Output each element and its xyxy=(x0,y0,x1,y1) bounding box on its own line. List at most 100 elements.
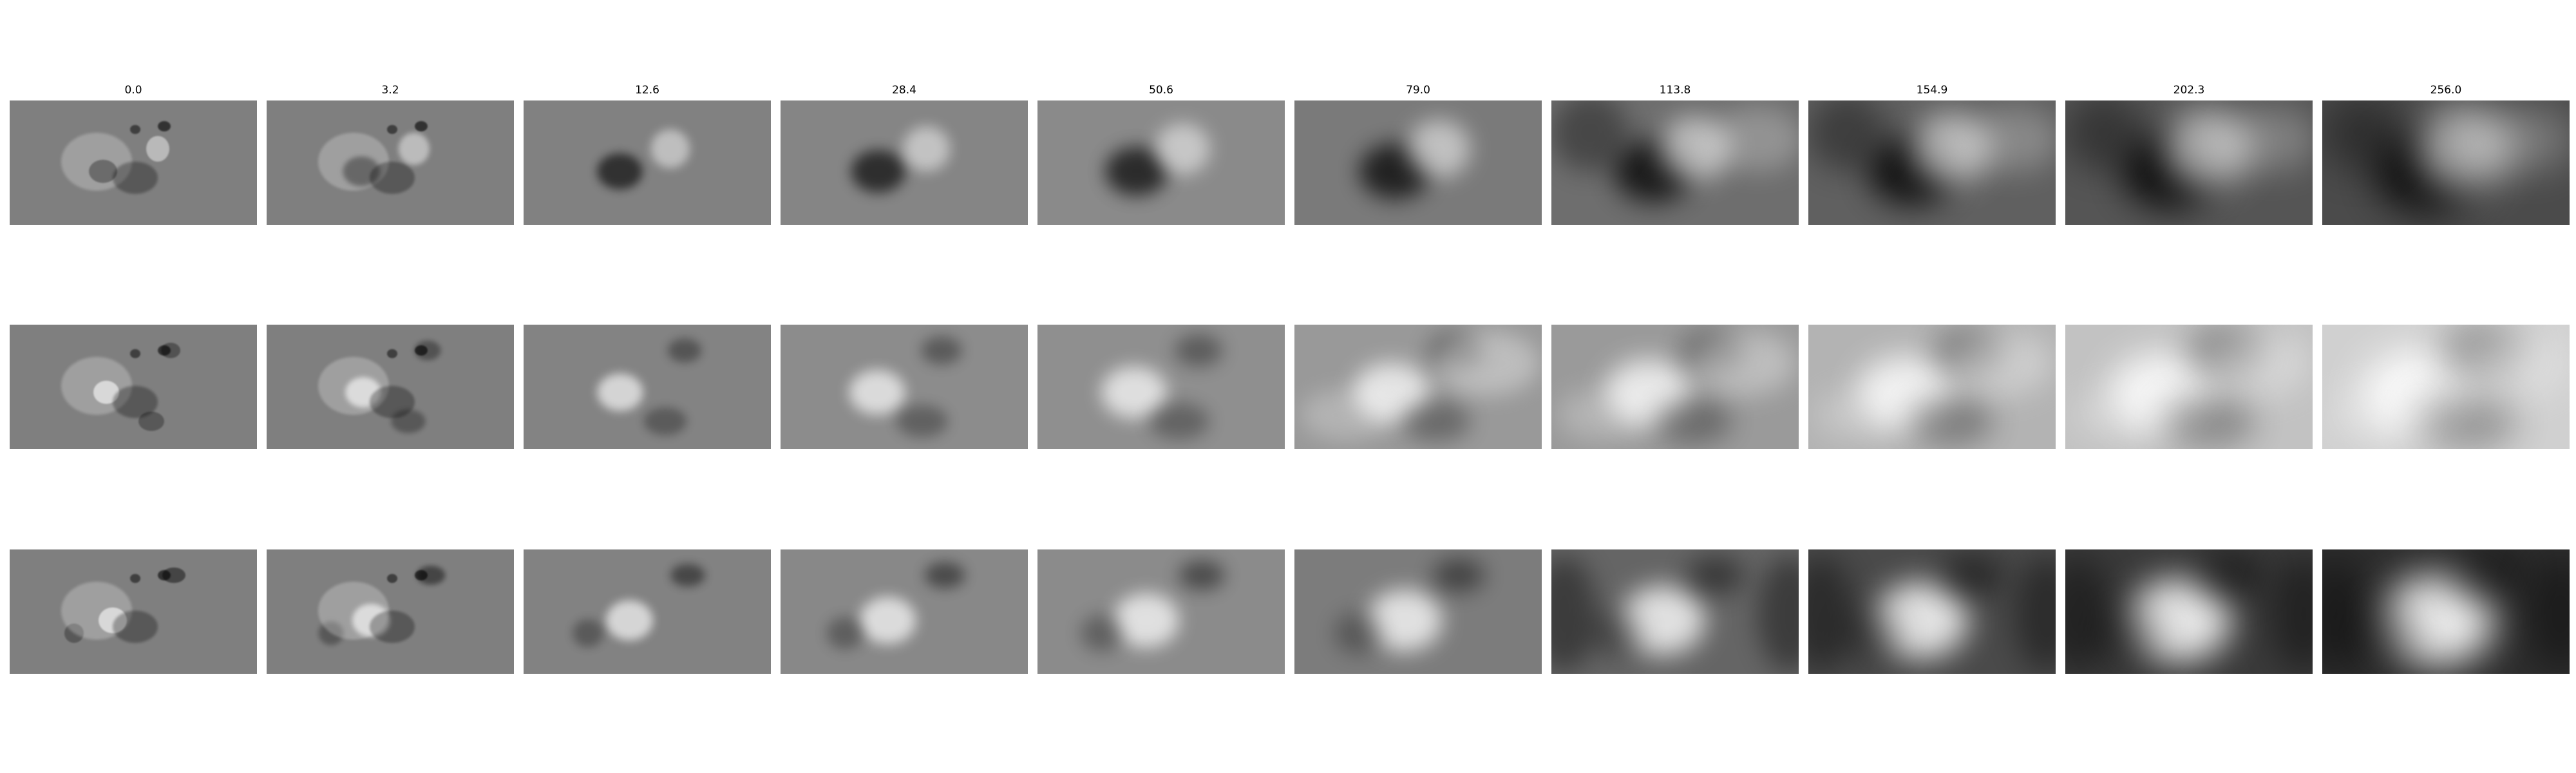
image-panel xyxy=(1037,549,1285,674)
image-panel xyxy=(1808,549,2056,674)
image-feature xyxy=(670,564,705,587)
image-feature xyxy=(130,574,140,583)
image-feature xyxy=(370,162,415,194)
image-feature xyxy=(2207,331,2310,396)
image-feature xyxy=(2329,389,2419,441)
grayscale-image xyxy=(1037,325,1285,449)
grayscale-image xyxy=(2065,100,2313,225)
image-panel xyxy=(1808,325,2056,449)
column-title: 202.3 xyxy=(2173,84,2205,97)
image-panel xyxy=(1808,100,2056,225)
image-feature xyxy=(597,373,643,412)
image-feature xyxy=(1687,557,1745,594)
image-feature xyxy=(2322,556,2367,672)
grayscale-image xyxy=(2065,325,2313,449)
image-feature xyxy=(1654,399,1732,444)
image-feature xyxy=(1950,331,2053,396)
image-feature xyxy=(2449,551,2524,599)
column-title: 50.6 xyxy=(1149,84,1173,97)
image-feature xyxy=(1693,331,1796,396)
image-background xyxy=(781,100,1028,225)
grayscale-image xyxy=(524,549,771,674)
image-panel xyxy=(10,549,257,674)
image-feature xyxy=(1660,117,1730,181)
image-panel xyxy=(2322,325,2570,449)
image-background xyxy=(524,325,771,449)
grayscale-image xyxy=(267,325,514,449)
image-feature xyxy=(1551,556,1596,672)
image-feature xyxy=(606,600,653,641)
image-feature xyxy=(113,611,158,643)
image-panel xyxy=(10,100,257,225)
image-background xyxy=(524,100,771,225)
column-title: 113.8 xyxy=(1659,84,1691,97)
image-feature xyxy=(2159,394,2255,448)
image-feature xyxy=(2271,556,2313,672)
image-panel xyxy=(781,100,1028,225)
image-panel xyxy=(1294,325,1542,449)
image-feature xyxy=(415,570,428,580)
image-feature xyxy=(1334,613,1383,654)
grayscale-image xyxy=(524,325,771,449)
image-feature xyxy=(415,345,428,356)
image-feature xyxy=(370,386,415,418)
image-feature xyxy=(130,349,140,358)
image-feature xyxy=(1432,558,1485,592)
image-feature xyxy=(158,121,171,131)
image-panel xyxy=(1551,100,1799,225)
image-feature xyxy=(573,619,603,647)
image-feature xyxy=(113,386,158,418)
image-feature xyxy=(1842,608,1903,658)
image-panel xyxy=(524,325,771,449)
image-feature xyxy=(826,617,864,649)
image-feature xyxy=(896,405,948,437)
image-feature xyxy=(650,129,690,168)
image-feature xyxy=(1808,100,1886,171)
image-feature xyxy=(1113,593,1179,648)
image-feature xyxy=(1149,403,1209,440)
grayscale-image xyxy=(1037,549,1285,674)
image-feature xyxy=(158,345,171,356)
grayscale-image xyxy=(781,549,1028,674)
grayscale-image xyxy=(1551,549,1799,674)
image-feature xyxy=(2097,606,2163,660)
image-feature xyxy=(415,121,428,131)
column-title: 3.2 xyxy=(381,84,399,97)
grayscale-image xyxy=(781,100,1028,225)
image-feature xyxy=(2351,604,2422,662)
image-panel xyxy=(2065,325,2313,449)
image-feature xyxy=(1407,120,1470,178)
image-feature xyxy=(1940,555,2005,596)
image-panel xyxy=(524,549,771,674)
image-feature xyxy=(398,133,430,165)
image-feature xyxy=(1436,331,1539,396)
image-panel xyxy=(2322,100,2570,225)
image-feature xyxy=(1081,615,1123,652)
image-feature xyxy=(1558,389,1648,441)
grayscale-image xyxy=(10,325,257,449)
image-feature xyxy=(849,370,905,415)
image-panel xyxy=(781,325,1028,449)
image-feature xyxy=(924,562,965,589)
image-feature xyxy=(2195,553,2264,598)
grayscale-image xyxy=(1037,100,1285,225)
grayscale-image xyxy=(1294,100,1542,225)
image-feature xyxy=(1907,396,1993,446)
grayscale-image xyxy=(2322,549,2570,674)
grayscale-image xyxy=(1808,325,2056,449)
image-feature xyxy=(667,338,702,363)
image-feature xyxy=(1301,389,1391,441)
image-feature xyxy=(2065,100,2143,171)
image-panel xyxy=(1037,100,1285,225)
image-panel xyxy=(781,549,1028,674)
column-title: 28.4 xyxy=(892,84,916,97)
grayscale-image xyxy=(1808,100,2056,225)
grayscale-image xyxy=(781,325,1028,449)
image-feature xyxy=(1179,560,1225,591)
grayscale-image xyxy=(10,549,257,674)
image-feature xyxy=(903,126,950,171)
image-feature xyxy=(146,136,169,162)
image-feature xyxy=(2226,107,2313,171)
image-feature xyxy=(1105,147,1168,196)
image-feature xyxy=(851,150,905,193)
